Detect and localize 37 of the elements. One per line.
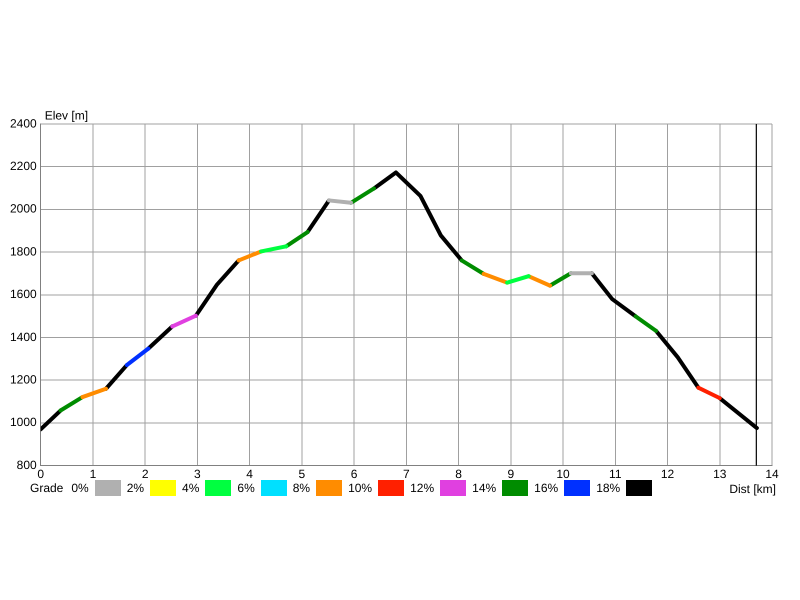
legend-label: 2% [126, 481, 144, 495]
x-tick-label: 10 [556, 467, 570, 482]
x-tick-label: 11 [609, 467, 622, 482]
x-tick-label: 2 [142, 467, 149, 482]
y-tick-label: 1400 [10, 330, 38, 344]
x-tick-label: 5 [298, 467, 306, 482]
legend-title: Grade [30, 481, 64, 495]
y-tick-label: 1800 [10, 244, 38, 258]
x-tick-label: 3 [194, 467, 202, 482]
x-axis-title: Dist [km] [729, 481, 776, 498]
y-tick-label: 2000 [10, 202, 38, 216]
x-tick-label: 6 [350, 467, 358, 482]
x-tick-label: 14 [765, 467, 779, 482]
x-tick-label: 12 [660, 467, 675, 482]
legend-label: 18% [596, 481, 620, 495]
x-tick-label: 9 [507, 467, 514, 482]
y-tick-label: 1000 [10, 415, 38, 430]
legend-label: 14% [472, 481, 496, 495]
legend-label: 10% [348, 481, 372, 495]
y-tick-label: 1600 [10, 287, 38, 302]
y-tick-label: 1200 [10, 372, 38, 387]
y-tick-label: 800 [16, 458, 38, 472]
x-tick-label: 4 [246, 467, 254, 482]
x-tick-label: 8 [455, 467, 462, 482]
x-tick-label: 1 [90, 467, 97, 482]
legend-label: 6% [237, 481, 255, 495]
legend-label: 0% [71, 481, 89, 495]
legend-label: 12% [410, 481, 434, 495]
x-tick-label: 7 [403, 467, 410, 482]
legend-label: 16% [534, 481, 558, 495]
legend-label: 4% [182, 481, 200, 495]
y-tick-label: 2200 [10, 159, 38, 174]
y-axis-title: Elev [m] [44, 108, 88, 122]
y-tick-label: 2400 [10, 116, 38, 130]
x-tick-label: 13 [713, 467, 727, 482]
x-tick-label: 0 [37, 467, 44, 482]
legend-label: 8% [292, 481, 310, 495]
